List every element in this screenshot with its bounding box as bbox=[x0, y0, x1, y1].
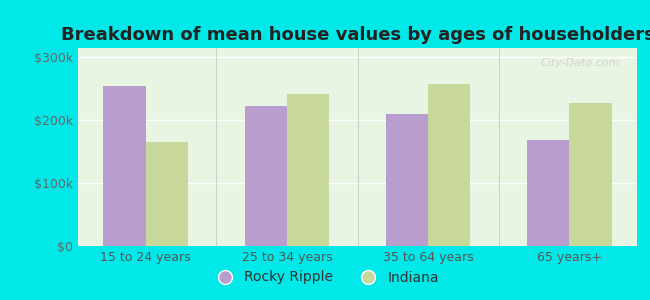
Bar bbox=[428, 84, 471, 246]
Bar bbox=[385, 114, 428, 246]
Bar bbox=[569, 103, 612, 246]
Title: Breakdown of mean house values by ages of householders: Breakdown of mean house values by ages o… bbox=[60, 26, 650, 44]
Bar bbox=[287, 94, 330, 246]
Bar bbox=[146, 142, 188, 246]
Bar bbox=[103, 86, 146, 246]
Text: City-Data.com: City-Data.com bbox=[541, 58, 620, 68]
Bar bbox=[527, 140, 569, 246]
Bar bbox=[244, 106, 287, 246]
Legend: Rocky Ripple, Indiana: Rocky Ripple, Indiana bbox=[205, 265, 445, 290]
